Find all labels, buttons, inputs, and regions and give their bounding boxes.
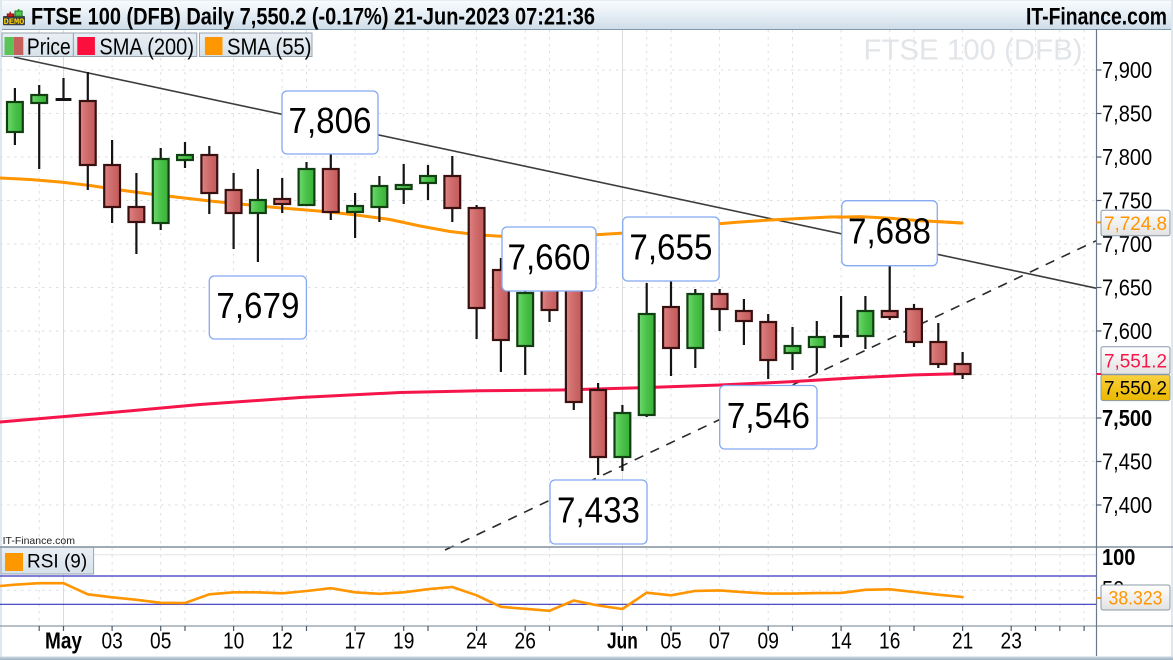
- svg-text:7,900: 7,900: [1102, 57, 1152, 83]
- svg-text:03: 03: [101, 627, 122, 653]
- svg-text:05: 05: [150, 627, 171, 653]
- svg-text:RSI (9): RSI (9): [27, 551, 87, 572]
- svg-text:SMA (200): SMA (200): [99, 33, 194, 59]
- svg-text:Price: Price: [27, 33, 71, 59]
- svg-text:7,550.2: 7,550.2: [1104, 378, 1167, 400]
- svg-text:7,551.2: 7,551.2: [1104, 350, 1167, 372]
- svg-text:100: 100: [1102, 544, 1135, 570]
- svg-text:May: May: [45, 627, 82, 653]
- svg-text:7,660: 7,660: [508, 237, 591, 278]
- svg-text:16: 16: [879, 627, 900, 653]
- svg-text:24: 24: [466, 627, 487, 653]
- svg-text:07: 07: [709, 627, 730, 653]
- svg-text:38.323: 38.323: [1109, 587, 1163, 609]
- svg-text:10: 10: [223, 627, 244, 653]
- svg-text:FTSE 100 (DFB) Daily 7,550.2 (: FTSE 100 (DFB) Daily 7,550.2 (-0.17%) 21…: [31, 3, 595, 30]
- svg-text:7,655: 7,655: [629, 227, 712, 268]
- svg-text:7,650: 7,650: [1102, 275, 1152, 301]
- svg-text:7,450: 7,450: [1102, 449, 1152, 475]
- svg-text:7,850: 7,850: [1102, 101, 1152, 127]
- svg-text:17: 17: [344, 627, 365, 653]
- svg-text:Jun: Jun: [607, 627, 638, 653]
- svg-text:7,433: 7,433: [557, 490, 640, 531]
- svg-text:IT-Finance.com: IT-Finance.com: [3, 535, 76, 547]
- svg-text:DEMO: DEMO: [4, 17, 25, 27]
- svg-text:21: 21: [952, 627, 973, 653]
- svg-text:7,500: 7,500: [1102, 405, 1152, 431]
- svg-text:7,679: 7,679: [216, 285, 299, 326]
- svg-text:IT-Finance.com: IT-Finance.com: [1026, 3, 1167, 30]
- svg-text:7,600: 7,600: [1102, 318, 1152, 344]
- svg-text:FTSE 100 (DFB): FTSE 100 (DFB): [864, 35, 1083, 67]
- svg-text:7,806: 7,806: [289, 100, 372, 141]
- svg-text:12: 12: [272, 627, 293, 653]
- svg-text:7,800: 7,800: [1102, 144, 1152, 170]
- svg-text:09: 09: [758, 627, 779, 653]
- svg-text:7,688: 7,688: [848, 211, 931, 252]
- svg-text:26: 26: [515, 627, 536, 653]
- svg-text:19: 19: [393, 627, 414, 653]
- svg-text:05: 05: [660, 627, 681, 653]
- svg-text:7,750: 7,750: [1102, 188, 1152, 214]
- svg-text:14: 14: [830, 627, 851, 653]
- svg-text:SMA (55): SMA (55): [227, 33, 312, 59]
- svg-text:7,400: 7,400: [1102, 492, 1152, 518]
- svg-text:23: 23: [1001, 627, 1022, 653]
- svg-text:7,724.8: 7,724.8: [1104, 213, 1167, 235]
- svg-text:7,546: 7,546: [727, 395, 810, 436]
